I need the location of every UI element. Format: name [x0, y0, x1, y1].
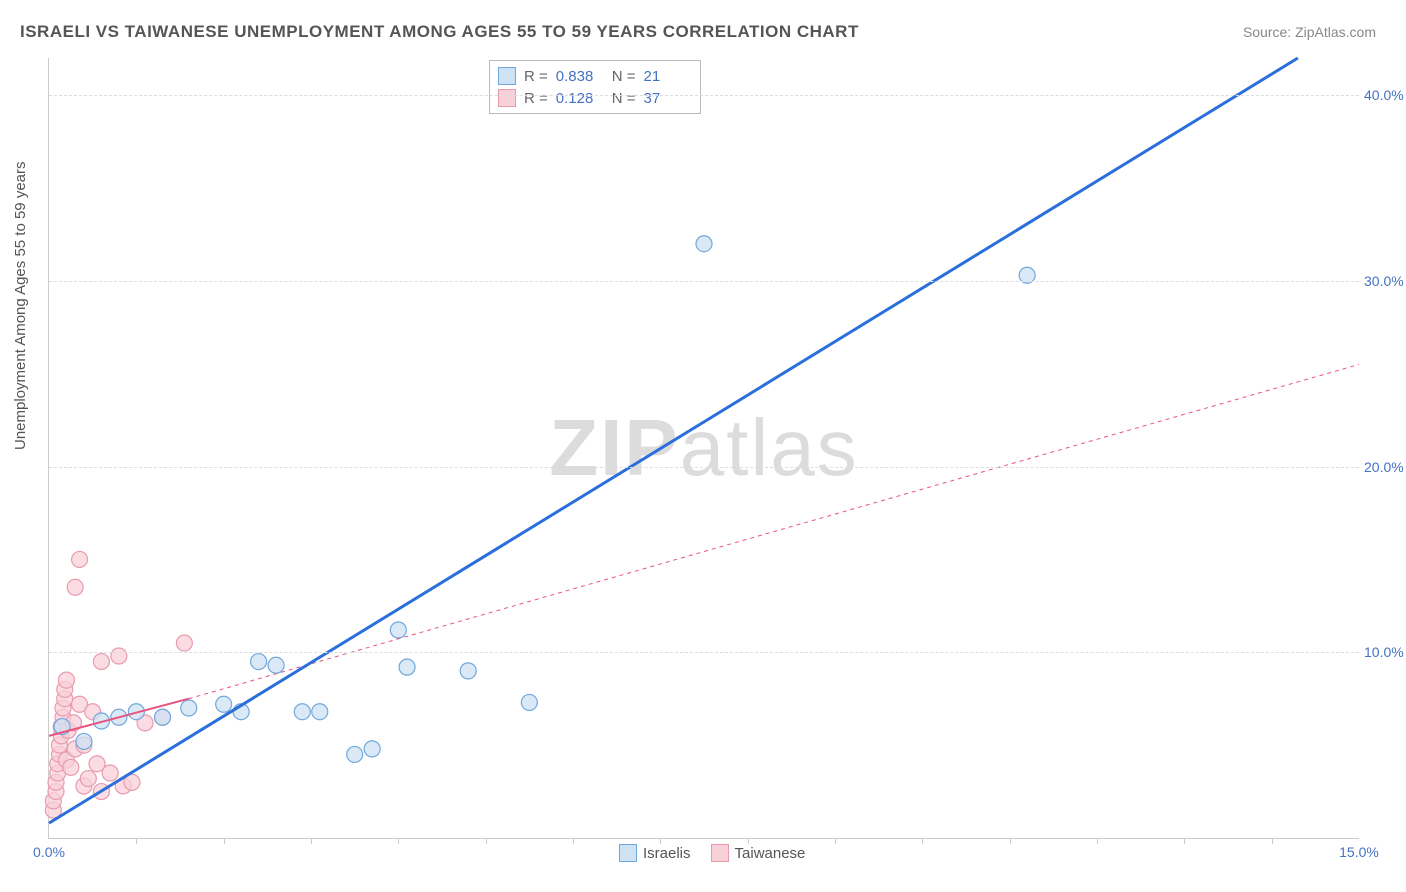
x-tick-mark — [224, 838, 225, 844]
legend-label: Israelis — [643, 845, 691, 862]
data-point — [390, 622, 406, 638]
data-point — [93, 654, 109, 670]
plot-svg — [49, 58, 1359, 838]
data-point — [176, 635, 192, 651]
data-point — [76, 733, 92, 749]
gridline — [49, 281, 1359, 282]
x-tick-mark — [748, 838, 749, 844]
x-tick-label: 0.0% — [33, 844, 65, 860]
y-tick-label: 30.0% — [1364, 273, 1406, 289]
x-tick-mark — [1272, 838, 1273, 844]
data-point — [364, 741, 380, 757]
x-tick-mark — [486, 838, 487, 844]
data-point — [67, 579, 83, 595]
chart-title: ISRAELI VS TAIWANESE UNEMPLOYMENT AMONG … — [20, 22, 859, 42]
extrapolation-line — [189, 364, 1359, 698]
legend-label: Taiwanese — [735, 845, 806, 862]
y-axis-label: Unemployment Among Ages 55 to 59 years — [12, 161, 29, 450]
x-tick-mark — [398, 838, 399, 844]
data-point — [347, 746, 363, 762]
data-point — [268, 657, 284, 673]
data-point — [72, 551, 88, 567]
x-tick-mark — [1184, 838, 1185, 844]
gridline — [49, 467, 1359, 468]
data-point — [80, 771, 96, 787]
data-point — [294, 704, 310, 720]
x-tick-mark — [835, 838, 836, 844]
legend-item: Taiwanese — [711, 844, 806, 862]
x-tick-mark — [311, 838, 312, 844]
gridline — [49, 95, 1359, 96]
data-point — [216, 696, 232, 712]
gridline — [49, 652, 1359, 653]
x-tick-mark — [922, 838, 923, 844]
data-point — [111, 648, 127, 664]
data-point — [696, 236, 712, 252]
x-tick-mark — [660, 838, 661, 844]
legend-item: Israelis — [619, 844, 691, 862]
legend-swatch — [619, 844, 637, 862]
data-point — [251, 654, 267, 670]
x-tick-mark — [1010, 838, 1011, 844]
data-point — [102, 765, 118, 781]
data-point — [460, 663, 476, 679]
chart-container: ISRAELI VS TAIWANESE UNEMPLOYMENT AMONG … — [0, 0, 1406, 892]
legend-swatch — [711, 844, 729, 862]
source-link[interactable]: ZipAtlas.com — [1295, 24, 1376, 40]
data-point — [181, 700, 197, 716]
regression-line — [49, 58, 1298, 823]
y-tick-label: 10.0% — [1364, 644, 1406, 660]
x-tick-mark — [136, 838, 137, 844]
series-legend: Israelis Taiwanese — [619, 844, 805, 862]
data-point — [63, 759, 79, 775]
y-tick-label: 40.0% — [1364, 87, 1406, 103]
data-point — [312, 704, 328, 720]
data-point — [58, 672, 74, 688]
x-tick-label: 15.0% — [1339, 844, 1379, 860]
x-tick-mark — [573, 838, 574, 844]
data-point — [399, 659, 415, 675]
data-point — [521, 694, 537, 710]
y-tick-label: 20.0% — [1364, 459, 1406, 475]
source-attribution: Source: ZipAtlas.com — [1243, 24, 1376, 40]
source-label: Source: — [1243, 24, 1291, 40]
x-tick-mark — [1097, 838, 1098, 844]
data-point — [155, 709, 171, 725]
plot-area: ZIPatlas R =0.838N =21R =0.128N =37 Isra… — [48, 58, 1359, 839]
